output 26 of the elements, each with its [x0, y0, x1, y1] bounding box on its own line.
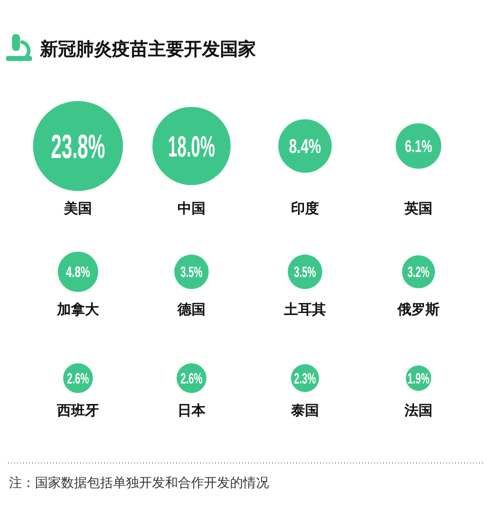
category-label: 日本 — [178, 402, 206, 418]
category-label: 美国 — [63, 200, 92, 216]
data-label: 1.9% — [408, 370, 430, 388]
category-label: 西班牙 — [56, 402, 99, 418]
data-label: 3.2% — [408, 264, 430, 281]
data-label: 3.5% — [180, 264, 202, 281]
data-label: 4.8% — [66, 263, 90, 281]
category-label: 法国 — [404, 402, 432, 418]
data-label: 8.4% — [288, 134, 322, 158]
category-label: 英国 — [404, 200, 432, 216]
text: 注：国家数据包括单独开发和合作开发的情况 — [9, 475, 269, 490]
category-label: 土耳其 — [283, 301, 326, 317]
data-label: 18.0% — [168, 130, 215, 164]
category-label: 泰国 — [290, 402, 319, 418]
category-label: 加拿大 — [56, 301, 100, 317]
category-label: 中国 — [178, 200, 206, 216]
data-label: 23.8% — [51, 127, 105, 166]
data-label: 2.6% — [67, 370, 89, 388]
text: 新冠肺炎疫苗主要开发国家 — [39, 39, 256, 59]
category-label: 德国 — [176, 301, 206, 317]
data-label: 6.1% — [404, 138, 432, 157]
data-label: 2.3% — [294, 370, 316, 388]
category-label: 印度 — [291, 200, 319, 216]
data-label: 2.6% — [180, 370, 202, 388]
category-label: 俄罗斯 — [396, 301, 440, 317]
data-label: 3.5% — [294, 264, 316, 281]
